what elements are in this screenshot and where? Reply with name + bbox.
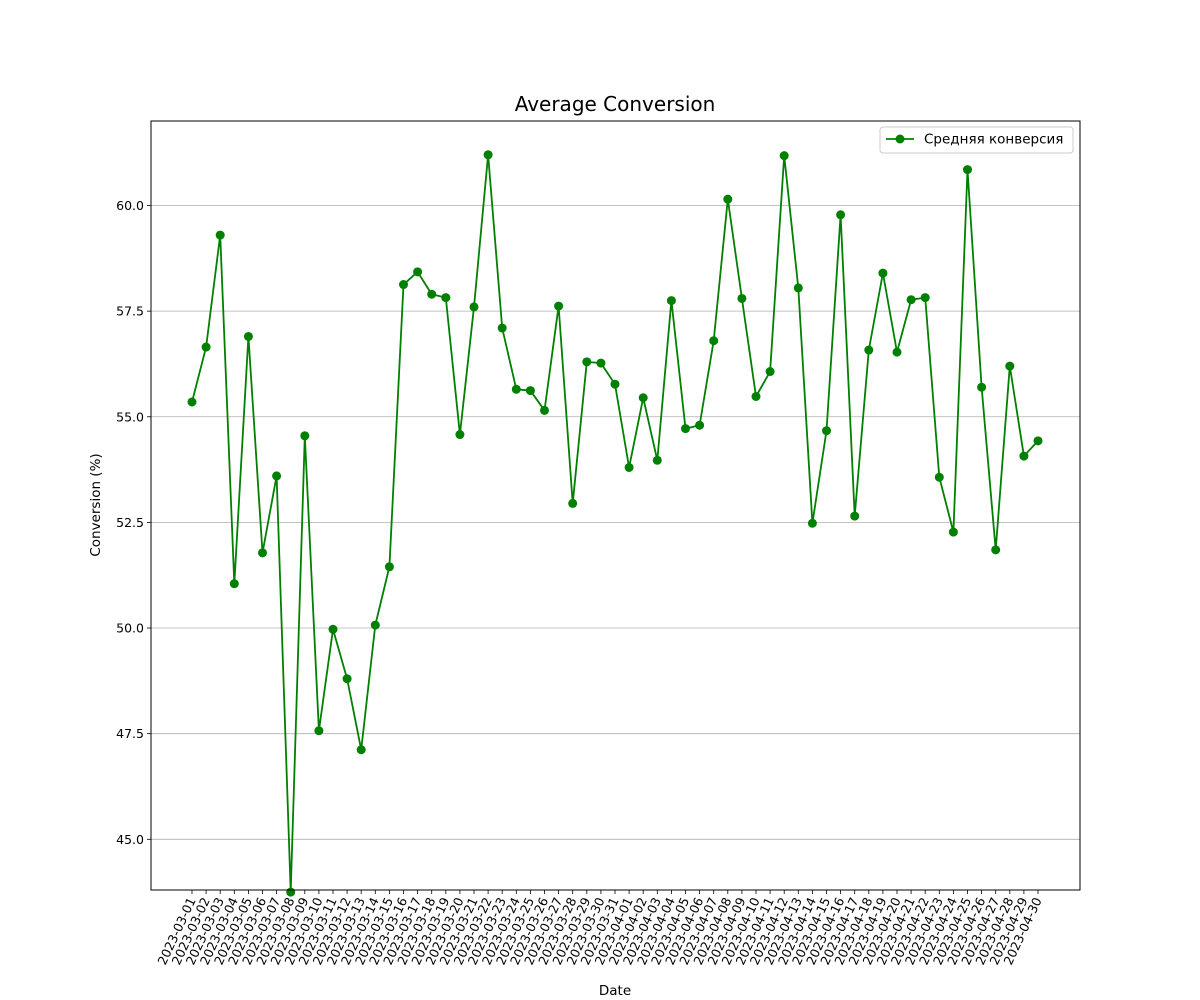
plot-frame — [150, 120, 1081, 891]
legend-label: Средняя конверсия — [924, 132, 1063, 148]
x-axis-label: Date — [599, 983, 631, 999]
data-point — [765, 367, 775, 377]
data-point — [511, 384, 521, 394]
data-point — [695, 420, 705, 430]
data-point — [427, 289, 437, 299]
data-point — [413, 267, 423, 277]
y-tick-label: 45.0 — [116, 832, 144, 847]
data-point — [779, 151, 789, 161]
series-line — [191, 153, 1039, 894]
data-point — [243, 331, 253, 341]
data-point — [991, 545, 1001, 555]
data-point — [356, 745, 366, 755]
data-point — [1019, 451, 1029, 461]
data-point — [807, 518, 817, 528]
data-point — [963, 165, 972, 175]
series-layer — [187, 150, 1043, 897]
data-point — [328, 624, 338, 634]
data-point — [187, 397, 197, 407]
data-point — [948, 527, 958, 537]
data-point — [624, 462, 634, 472]
data-point — [554, 301, 564, 311]
data-point — [934, 472, 944, 482]
data-point — [215, 230, 225, 240]
chart-title: Average Conversion — [515, 92, 716, 116]
y-tick-label: 57.5 — [116, 304, 144, 319]
data-point — [864, 345, 874, 355]
data-point — [229, 579, 239, 589]
data-point — [399, 280, 408, 290]
data-point — [441, 293, 451, 303]
data-point — [822, 426, 831, 436]
data-point — [652, 455, 662, 465]
data-point — [793, 283, 803, 293]
data-point — [920, 293, 930, 303]
y-tick-label: 50.0 — [116, 621, 144, 636]
y-axis-ticks: 45.0 47.5 50.0 52.5 55.0 57.5 60.0 — [116, 198, 151, 847]
data-point — [751, 391, 761, 401]
data-point — [850, 511, 860, 521]
data-point — [483, 150, 493, 160]
data-point — [737, 293, 747, 303]
data-point — [1005, 361, 1015, 371]
y-tick-label: 52.5 — [116, 515, 144, 530]
data-point — [272, 471, 282, 481]
data-point — [469, 302, 479, 312]
data-point — [384, 562, 394, 572]
data-point — [596, 358, 606, 368]
y-tick-label: 55.0 — [116, 409, 144, 424]
data-point — [610, 379, 620, 389]
data-point — [314, 726, 324, 736]
data-point — [709, 336, 719, 346]
x-axis-ticks: 2023-03-012023-03-022023-03-032023-03-04… — [154, 890, 1045, 967]
data-point — [540, 405, 549, 415]
data-point — [1033, 436, 1043, 446]
data-point — [666, 296, 676, 306]
y-tick-label: 47.5 — [116, 726, 144, 741]
data-point — [977, 382, 987, 392]
data-point — [258, 548, 267, 558]
data-point — [300, 431, 310, 441]
data-point — [836, 210, 846, 220]
data-point — [906, 295, 916, 305]
data-point — [681, 424, 690, 434]
legend-box — [879, 126, 1074, 154]
data-point — [455, 430, 465, 440]
data-point — [878, 268, 888, 278]
data-point — [497, 323, 507, 333]
data-point — [892, 347, 902, 357]
y-axis-label: Conversion (%) — [88, 453, 104, 556]
legend-marker-swatch — [895, 134, 905, 144]
data-point — [582, 357, 592, 367]
data-point — [525, 386, 535, 396]
legend: Средняя конверсия — [879, 126, 1074, 154]
data-point — [638, 393, 648, 403]
y-tick-label: 60.0 — [116, 198, 144, 213]
data-point — [568, 498, 578, 508]
data-point — [723, 194, 733, 204]
data-point — [342, 674, 352, 684]
data-point — [201, 342, 211, 352]
data-point — [370, 620, 380, 630]
grid-lines — [151, 205, 1080, 840]
data-point — [286, 887, 296, 897]
